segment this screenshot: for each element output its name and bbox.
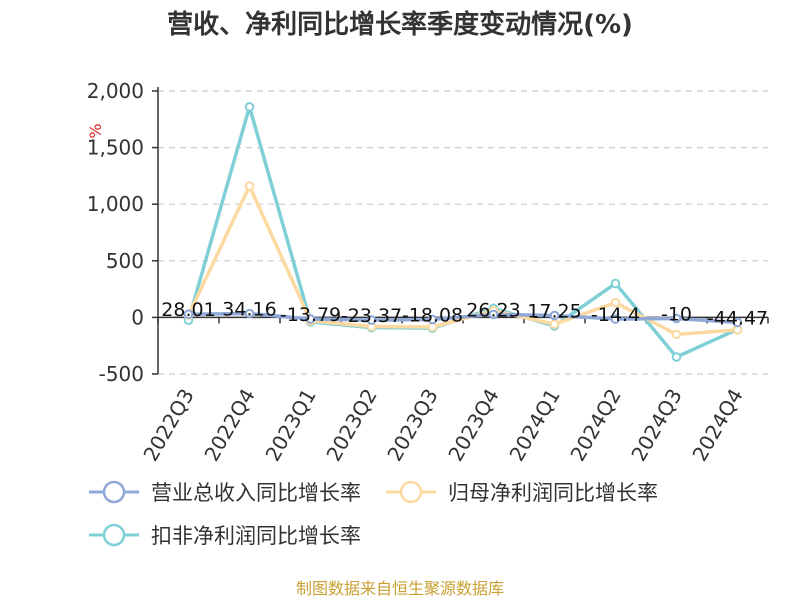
data-point	[427, 314, 438, 325]
data-point	[305, 314, 316, 324]
data-point	[610, 278, 621, 289]
data-point	[366, 315, 377, 325]
legend-label: 扣非净利润同比增长率	[151, 524, 361, 548]
data-point	[488, 309, 499, 320]
y-axis: 2,000 1,500 1,000 500 0 -500	[87, 79, 159, 386]
legend-label: 营业总收入同比增长率	[151, 481, 361, 505]
y-tick-label: 1,000	[87, 192, 144, 216]
data-point	[671, 352, 682, 362]
chart-title: 营收、净利同比增长率季度变动情况(%)	[167, 9, 633, 40]
data-point	[671, 313, 682, 324]
y-tick-label: 2,000	[87, 79, 144, 103]
legend-item[interactable]: 营业总收入同比增长率	[89, 480, 361, 505]
data-point	[549, 319, 560, 329]
legend-label: 归母净利润同比增长率	[448, 481, 658, 505]
series-lines	[183, 102, 743, 362]
y-tick-label: -500	[99, 362, 144, 386]
y-unit-label: %	[86, 123, 105, 138]
data-labels: 28.01 34.16 -13.79 -23.37 -18.08 26.23 17.25 -1…	[161, 299, 768, 330]
data-label: -23.37	[341, 305, 402, 327]
y-tick-label: 1,500	[87, 136, 144, 160]
x-tick-label: 2023Q2	[321, 385, 381, 466]
data-label: 17.25	[527, 300, 581, 322]
y-tick-label: 500	[106, 249, 144, 273]
series-path	[188, 311, 738, 325]
legend-item[interactable]: 扣非净利润同比增长率	[89, 523, 361, 548]
x-axis: 2022Q3 2022Q4 2023Q1 2023Q2 2023Q3 2023Q4 2024…	[138, 316, 769, 466]
data-point	[549, 310, 560, 321]
x-tick-label: 2023Q3	[382, 385, 442, 466]
data-point	[183, 309, 194, 320]
legend-item[interactable]: 归母净利润同比增长率	[386, 480, 658, 505]
data-label: 28.01	[161, 299, 215, 321]
data-point	[610, 314, 621, 324]
series-line	[183, 308, 743, 328]
data-point	[610, 297, 621, 308]
legend-marker	[102, 523, 126, 547]
data-label: -10	[661, 304, 692, 326]
data-label: 26.23	[466, 299, 520, 321]
data-point	[244, 308, 255, 319]
source-note: 制图数据来自恒生聚源数据库	[296, 579, 504, 598]
data-point	[244, 102, 255, 112]
x-tick-label: 2023Q4	[443, 385, 503, 466]
x-tick-label: 2023Q1	[260, 385, 320, 466]
legend-marker	[399, 480, 423, 504]
data-label: -13.79	[280, 304, 341, 326]
legend-marker	[102, 480, 126, 504]
data-point	[671, 329, 682, 340]
x-tick-label: 2022Q4	[199, 385, 259, 466]
data-label: 34.16	[222, 299, 276, 321]
x-tick-label: 2024Q4	[687, 385, 747, 466]
x-tick-label: 2024Q3	[626, 385, 686, 466]
data-label: -14.4	[591, 304, 640, 326]
data-label: -44.47	[707, 307, 768, 329]
x-tick-label: 2024Q2	[565, 385, 625, 466]
x-tick-label: 2024Q1	[504, 385, 564, 466]
x-tick-label: 2022Q3	[138, 385, 198, 466]
data-point	[732, 317, 743, 328]
y-tick-label: 0	[131, 305, 144, 329]
data-label: -18.08	[402, 304, 463, 326]
data-point	[244, 181, 255, 191]
